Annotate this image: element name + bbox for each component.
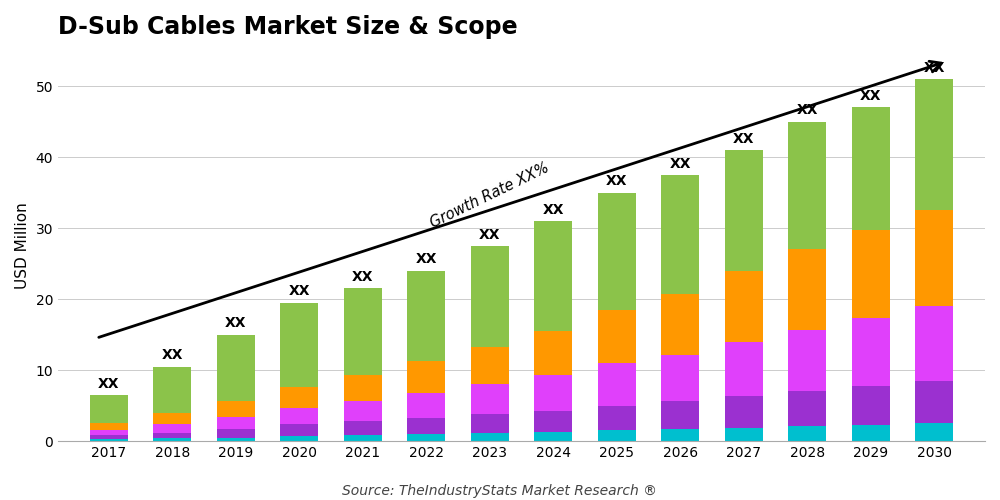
Bar	[788, 122, 826, 248]
Bar	[471, 246, 509, 346]
Bar	[725, 342, 763, 396]
Bar	[90, 430, 128, 436]
Bar	[915, 210, 953, 306]
Bar	[534, 331, 572, 375]
Bar	[217, 417, 255, 429]
Bar	[407, 418, 445, 434]
Bar	[280, 436, 318, 441]
Bar	[280, 408, 318, 424]
Bar	[344, 436, 382, 441]
Bar	[90, 422, 128, 430]
Bar	[344, 422, 382, 436]
Text: XX: XX	[289, 284, 310, 298]
Bar	[534, 410, 572, 432]
Bar	[661, 400, 699, 429]
Text: XX: XX	[98, 376, 120, 390]
Bar	[153, 438, 191, 441]
Bar	[90, 439, 128, 441]
Bar	[407, 271, 445, 361]
Text: XX: XX	[733, 132, 754, 146]
Bar	[534, 375, 572, 410]
Bar	[661, 429, 699, 441]
Bar	[153, 424, 191, 432]
Bar	[598, 363, 636, 406]
Bar	[661, 294, 699, 354]
Bar	[852, 386, 890, 425]
Bar	[915, 306, 953, 381]
Bar	[725, 150, 763, 272]
Text: XX: XX	[162, 348, 183, 362]
Bar	[471, 434, 509, 441]
Bar	[788, 390, 826, 426]
Bar	[915, 424, 953, 441]
Bar	[217, 400, 255, 417]
Bar	[915, 381, 953, 424]
Bar	[344, 402, 382, 421]
Text: D-Sub Cables Market Size & Scope: D-Sub Cables Market Size & Scope	[58, 15, 518, 39]
Bar	[471, 346, 509, 385]
Bar	[788, 248, 826, 330]
Bar	[407, 434, 445, 441]
Bar	[598, 192, 636, 310]
Text: XX: XX	[416, 252, 437, 266]
Bar	[280, 424, 318, 436]
Bar	[407, 361, 445, 393]
Bar	[280, 387, 318, 408]
Bar	[852, 425, 890, 441]
Text: Source: TheIndustryStats Market Research ®: Source: TheIndustryStats Market Research…	[342, 484, 658, 498]
Bar	[661, 354, 699, 401]
Bar	[217, 429, 255, 438]
Bar	[852, 318, 890, 386]
Bar	[725, 428, 763, 441]
Bar	[344, 375, 382, 402]
Bar	[725, 272, 763, 342]
Bar	[852, 108, 890, 230]
Text: XX: XX	[352, 270, 374, 284]
Text: XX: XX	[225, 316, 247, 330]
Bar	[725, 396, 763, 428]
Bar	[280, 302, 318, 387]
Bar	[153, 412, 191, 424]
Bar	[915, 79, 953, 210]
Bar	[598, 406, 636, 430]
Bar	[471, 384, 509, 414]
Text: XX: XX	[669, 156, 691, 170]
Bar	[598, 430, 636, 441]
Text: Growth Rate XX%: Growth Rate XX%	[428, 160, 552, 231]
Bar	[90, 395, 128, 422]
Bar	[788, 330, 826, 390]
Bar	[788, 426, 826, 441]
Bar	[407, 393, 445, 417]
Y-axis label: USD Million: USD Million	[15, 202, 30, 290]
Bar	[598, 310, 636, 363]
Text: XX: XX	[606, 174, 628, 188]
Bar	[852, 230, 890, 318]
Text: XX: XX	[860, 89, 881, 103]
Bar	[534, 221, 572, 331]
Bar	[344, 288, 382, 375]
Bar	[153, 366, 191, 412]
Bar	[661, 175, 699, 294]
Bar	[217, 438, 255, 441]
Text: XX: XX	[543, 203, 564, 217]
Bar	[471, 414, 509, 434]
Bar	[534, 432, 572, 441]
Text: XX: XX	[479, 228, 501, 241]
Text: XX: XX	[796, 104, 818, 118]
Text: XX: XX	[923, 61, 945, 75]
Bar	[90, 436, 128, 439]
Bar	[153, 432, 191, 438]
Bar	[217, 334, 255, 400]
